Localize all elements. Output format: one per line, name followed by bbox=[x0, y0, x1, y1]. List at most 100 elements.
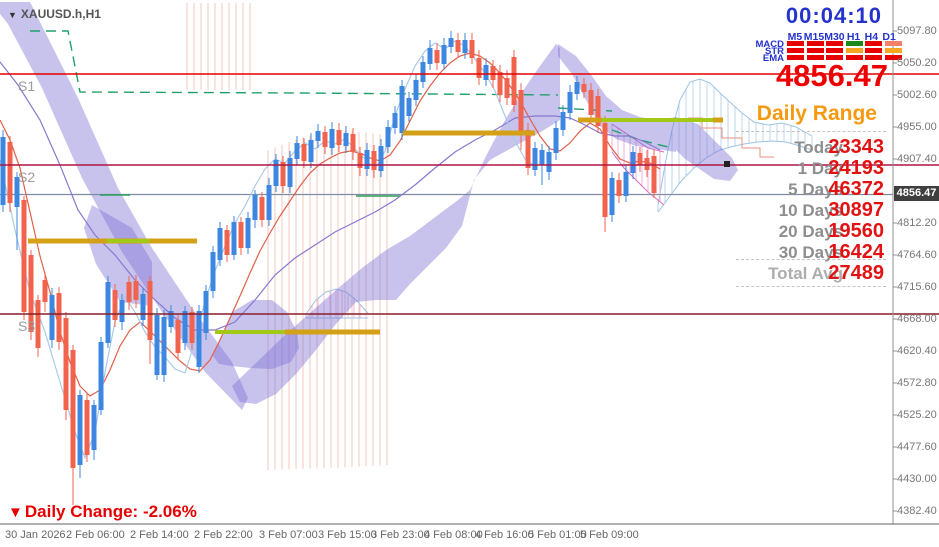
daily-change-value: -2.06% bbox=[142, 502, 197, 521]
candle-body bbox=[189, 312, 195, 343]
daily-range-value: 46372 bbox=[828, 178, 884, 200]
x-axis-label: 4 Feb 08:00 bbox=[424, 529, 483, 541]
y-axis-label: 4955.00 bbox=[897, 121, 937, 133]
current-price-display: 4856.47 bbox=[775, 58, 888, 93]
daily-range-total-row: Total Avg 27489 bbox=[714, 262, 884, 284]
candle-body bbox=[238, 222, 244, 248]
daily-range-title: Daily Range bbox=[756, 102, 877, 125]
candle-body bbox=[56, 293, 62, 342]
candle-body bbox=[126, 282, 132, 302]
candle-body bbox=[504, 78, 510, 98]
y-axis-label: 4715.60 bbox=[897, 281, 937, 293]
y-axis-label: 4572.80 bbox=[897, 377, 937, 389]
candle-body bbox=[91, 405, 97, 450]
candle-body bbox=[455, 40, 461, 52]
ichimoku-cloud bbox=[213, 300, 299, 369]
symbol-dropdown-icon[interactable]: ▼ bbox=[8, 10, 17, 20]
candle-body bbox=[511, 57, 517, 105]
candle-body bbox=[581, 84, 587, 92]
candle-body bbox=[7, 142, 13, 203]
timeframe-button-m15[interactable]: M15 bbox=[803, 31, 825, 43]
daily-range-value: 30897 bbox=[828, 199, 884, 221]
candle-body bbox=[0, 137, 6, 205]
timeframe-button-m5[interactable]: M5 bbox=[787, 31, 803, 43]
indicator-label: MACD bbox=[755, 39, 785, 50]
timeframe-row: M5 M15 M30 H1 H4 D1 bbox=[786, 31, 898, 43]
pivot-label-s2: S2 bbox=[18, 169, 36, 185]
future-span-b-line bbox=[688, 117, 774, 158]
dashed-ma-line bbox=[557, 107, 613, 112]
current-price-tag: 4856.47 bbox=[894, 186, 939, 201]
candle-body bbox=[315, 131, 321, 141]
candle-body bbox=[413, 80, 419, 100]
y-axis-label: 5097.80 bbox=[897, 25, 937, 37]
candle-body bbox=[371, 151, 377, 170]
candle-body bbox=[322, 132, 328, 147]
candle-body bbox=[63, 318, 69, 410]
ichimoku-cloud bbox=[0, 2, 248, 410]
candle-body bbox=[147, 281, 153, 340]
candle-body bbox=[567, 92, 573, 113]
candle-body bbox=[252, 195, 258, 220]
signal-block-green bbox=[845, 41, 863, 46]
signal-block-red bbox=[806, 41, 824, 46]
daily-change-indicator: ▼ Daily Change: -2.06% bbox=[8, 502, 197, 522]
timeframe-button-h4[interactable]: H4 bbox=[864, 31, 879, 43]
ichimoku-cloud bbox=[232, 44, 560, 404]
candle-body bbox=[343, 133, 349, 146]
signal-block-red bbox=[787, 48, 804, 53]
candle-body bbox=[378, 146, 384, 171]
signal-block-red bbox=[884, 55, 902, 60]
y-axis-label: 4812.20 bbox=[897, 217, 937, 229]
candle-body bbox=[154, 315, 160, 375]
timeframe-button-d1[interactable]: D1 bbox=[882, 31, 896, 43]
panel-separator bbox=[736, 131, 886, 132]
signal-block-salmon bbox=[884, 41, 902, 46]
candle-body bbox=[266, 185, 272, 220]
y-axis-label: 5002.60 bbox=[897, 89, 937, 101]
candle-body bbox=[630, 152, 636, 173]
candle-body bbox=[259, 197, 265, 220]
signal-block-red bbox=[806, 55, 824, 60]
candle-body bbox=[280, 162, 286, 186]
candle-countdown-timer: 00:04:10 bbox=[785, 3, 882, 28]
candle-body bbox=[161, 317, 167, 375]
signal-block-red bbox=[787, 55, 804, 60]
symbol-title[interactable]: ▼ XAUUSD.h,H1 bbox=[8, 7, 101, 21]
candle-body bbox=[539, 150, 545, 165]
candle-body bbox=[364, 150, 370, 169]
candle-body bbox=[602, 123, 608, 217]
candle-body bbox=[651, 156, 657, 193]
down-triangle-icon: ▼ bbox=[8, 504, 23, 521]
signal-block-orange bbox=[884, 48, 902, 53]
candle-body bbox=[105, 282, 111, 343]
daily-range-value: 19560 bbox=[828, 220, 884, 242]
y-axis-label: 5050.20 bbox=[897, 57, 937, 69]
candle-body bbox=[112, 290, 118, 320]
candle-body bbox=[595, 96, 601, 126]
pivot-label-s1: S1 bbox=[18, 78, 36, 94]
x-axis-label: 30 Jan 2026 bbox=[5, 529, 66, 541]
candle-body bbox=[217, 228, 223, 260]
candle-body bbox=[392, 113, 398, 128]
signal-block-orange bbox=[845, 48, 863, 53]
timeframe-button-h1[interactable]: H1 bbox=[846, 31, 861, 43]
candle-body bbox=[287, 158, 293, 187]
candle-body bbox=[28, 255, 34, 332]
candle-body bbox=[35, 300, 41, 348]
candle-body bbox=[623, 172, 629, 196]
x-axis-label: 3 Feb 23:00 bbox=[371, 529, 430, 541]
candle-body bbox=[588, 90, 594, 115]
signal-block-red bbox=[826, 41, 844, 46]
candle-body bbox=[574, 82, 580, 94]
candle-body bbox=[616, 180, 622, 196]
candle-body bbox=[168, 311, 174, 327]
ichimoku-cloud bbox=[84, 205, 152, 306]
x-axis-label: 2 Feb 22:00 bbox=[194, 529, 253, 541]
symbol-title-label: XAUUSD.h,H1 bbox=[20, 7, 101, 21]
timeframe-button-m30[interactable]: M30 bbox=[824, 31, 845, 43]
y-axis-label: 4525.20 bbox=[897, 409, 937, 421]
candle-body bbox=[560, 112, 566, 130]
daily-range-value: 23343 bbox=[828, 136, 884, 158]
